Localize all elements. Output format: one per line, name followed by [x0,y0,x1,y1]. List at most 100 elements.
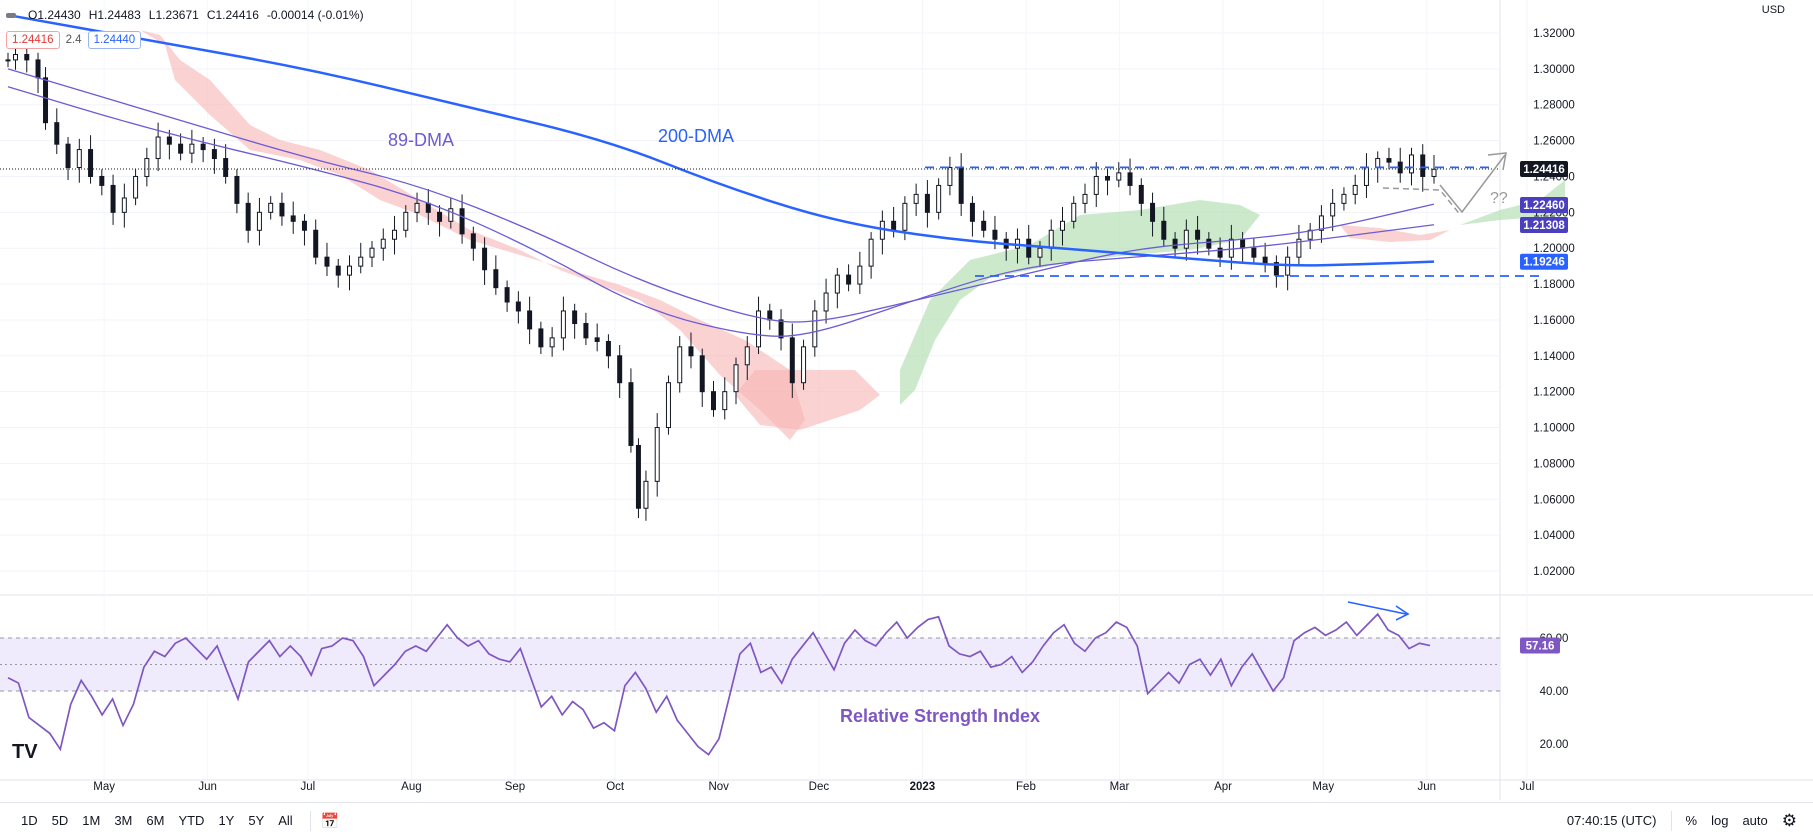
candle-body [834,274,840,294]
divergence-arrowhead [1395,605,1410,621]
moving-averages [7,13,1435,337]
sell-button[interactable]: 1.24416 [6,31,60,49]
gear-icon[interactable]: ⚙ [1781,810,1797,830]
chart-canvas[interactable]: 89-DMA 200-DMA?? 1.32000 1.30000 1.28000 1.2… [0,0,1813,802]
currency-label[interactable]: USD [1761,4,1785,16]
candle-body [635,444,641,509]
candle-body [677,346,683,384]
candle-body [504,287,510,303]
clock-time[interactable]: 07:40:15 (UTC) [1566,813,1657,828]
candle-body [144,158,150,177]
change-value: -0.00014 (-0.01%) [266,8,364,22]
candle-body [857,265,863,285]
y-tick-label: 1.04000 [1533,530,1575,542]
range-button-1m[interactable]: 1M [82,813,101,828]
projection-arrow [1439,154,1506,214]
candle-body [35,59,41,79]
candle-body [448,208,454,222]
candle-body [99,175,105,186]
x-tick-label: 2023 [910,781,936,793]
range-button-1y[interactable]: 1Y [218,813,235,828]
x-tick-label: May [1312,781,1334,793]
candle-body [767,310,773,321]
x-tick-label: Dec [809,781,830,793]
y-tick-label: 1.14000 [1533,351,1575,363]
x-tick-label: Jul [1520,781,1535,793]
price-axis[interactable]: 1.320001.300001.280001.260001.240001.220… [1520,28,1575,578]
candle-body [688,346,694,357]
candle-body [1116,172,1122,181]
candle-body [346,265,352,276]
high-value: H1.24483 [88,8,141,22]
percent-toggle[interactable]: % [1685,813,1698,828]
candle-body [947,167,953,186]
range-button-3m[interactable]: 3M [114,813,133,828]
candle-body [628,382,634,446]
candle-body [1240,238,1246,249]
y-tick-label: 1.16000 [1533,315,1575,327]
candle-body [211,149,217,160]
candle-body [1138,184,1144,204]
candle-body [65,143,71,168]
auto-toggle[interactable]: auto [1742,813,1768,828]
time-axis[interactable]: May Jun Jul Aug Sep Oct Nov Dec 2023 Feb Mar Apr May… [0,779,1813,793]
candle-body [1093,175,1099,195]
candle-body [1363,167,1369,186]
candle-body [155,136,161,160]
candle-body [1262,256,1268,264]
candle-body [54,122,60,145]
rsi-line [7,612,1431,756]
candle-body [902,202,908,231]
candle-body [812,310,818,348]
candle-body [425,202,431,213]
candle-body [1127,172,1133,186]
ma-89-label: 89-DMA [388,130,454,150]
candle-body [380,238,386,249]
candle-body [110,184,116,213]
x-tick-label: Apr [1214,781,1232,793]
candle-body [560,310,566,339]
price-tag-label: 1.22460 [1523,200,1565,212]
y-tick-label: 1.02000 [1533,566,1575,578]
x-tick-label: Jun [198,781,217,793]
candle-body [166,136,172,145]
candle-body [1408,154,1414,174]
candle-body [538,328,544,348]
candle-body [868,238,874,267]
rsi-value-tag [1520,637,1560,654]
x-tick-label: Jun [1417,781,1436,793]
candle-body [369,247,375,258]
projection-dashed [1382,187,1463,213]
price-tag [1520,217,1568,233]
candle-body [722,391,728,411]
candle-body [1082,193,1088,204]
candle-body [958,167,964,204]
candle-body [1206,238,1212,249]
x-tick-label: Nov [708,781,729,793]
log-toggle[interactable]: log [1711,813,1729,828]
calendar-range-icon[interactable]: 📅 [320,812,340,830]
candle-body [527,310,533,330]
y-tick-label: 1.28000 [1533,100,1575,112]
range-button-ytd[interactable]: YTD [178,813,205,828]
x-tick-label: Feb [1016,781,1036,793]
bullish-cloud-forward [1460,180,1565,225]
y-tick-label: 1.32000 [1533,28,1575,40]
candle-body [981,220,987,231]
range-button-5y[interactable]: 5Y [248,813,265,828]
buy-button[interactable]: 1.24440 [87,31,142,49]
range-button-5d[interactable]: 5D [51,813,69,828]
x-tick-label: Oct [606,781,625,793]
candle-body [1172,238,1178,249]
low-value: L1.23671 [148,8,199,22]
range-button-all[interactable]: All [278,813,293,828]
range-button-1d[interactable]: 1D [21,813,38,828]
candle-body [1307,229,1313,240]
candle-body [583,323,589,339]
range-button-6m[interactable]: 6M [146,813,165,828]
moving-average-200-dma [7,13,1435,267]
collapse-legend-icon[interactable] [6,12,16,18]
candle-body [643,480,649,509]
y-tick-label: 1.10000 [1533,423,1575,435]
